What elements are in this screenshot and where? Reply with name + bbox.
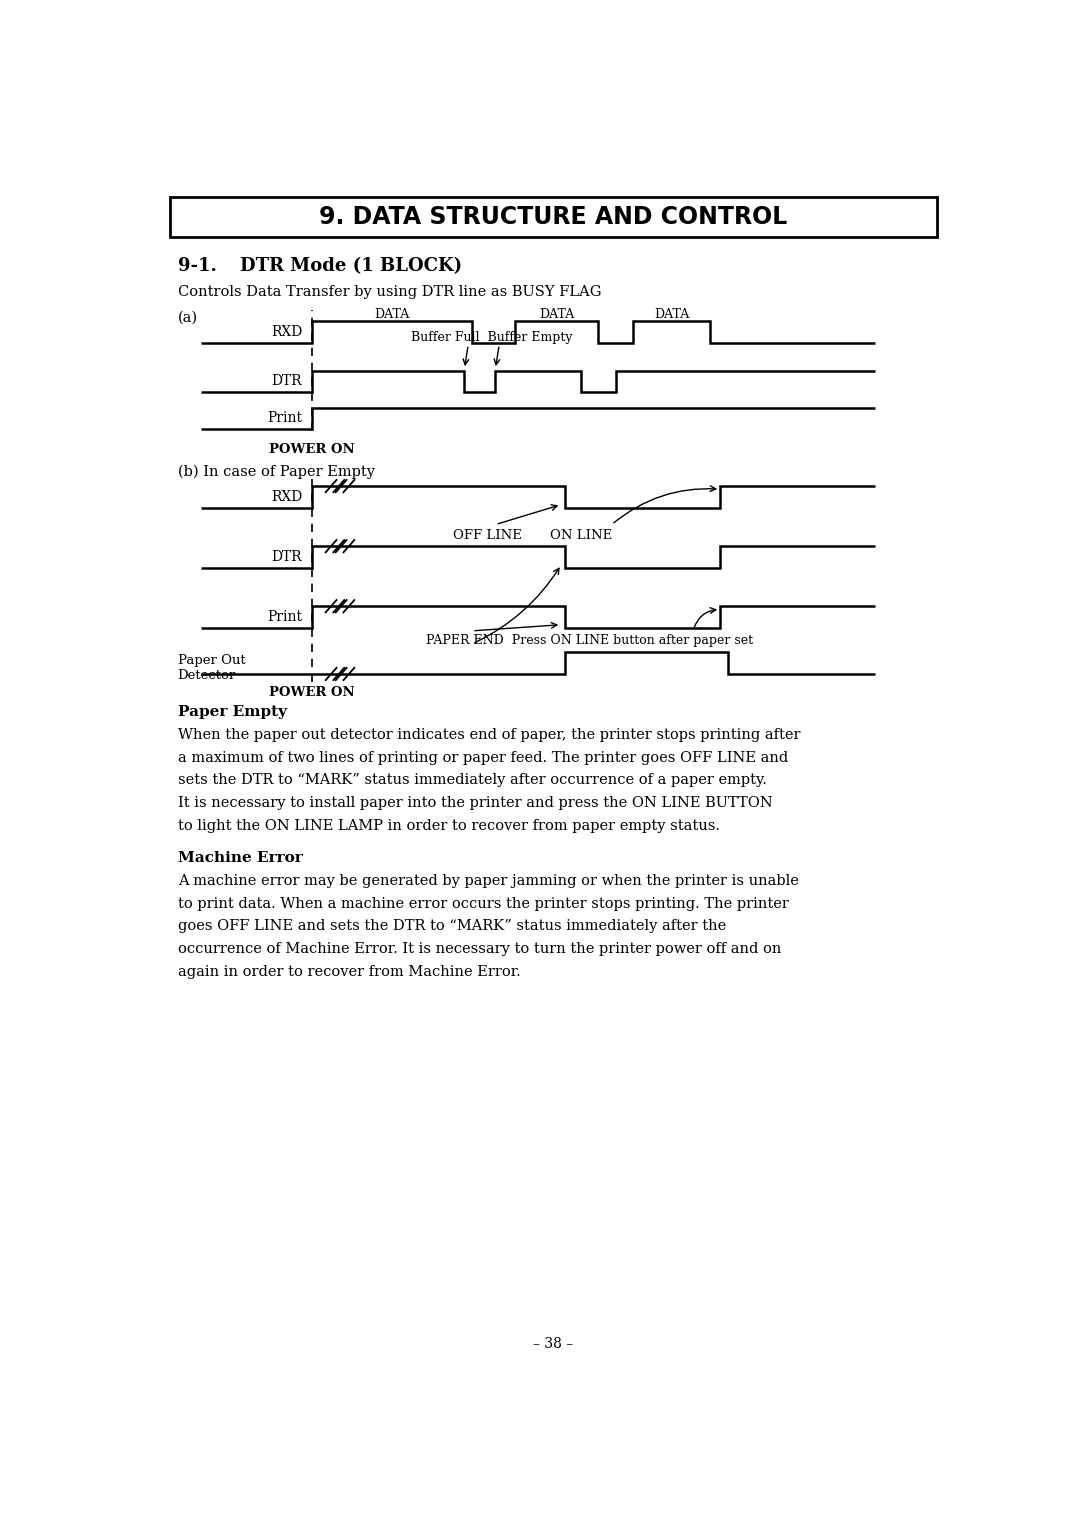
Text: Print: Print (268, 610, 302, 624)
Text: 9-1.: 9-1. (177, 257, 216, 275)
Text: A machine error may be generated by paper jamming or when the printer is unable: A machine error may be generated by pape… (177, 873, 798, 888)
Text: Controls Data Transfer by using DTR line as BUSY FLAG: Controls Data Transfer by using DTR line… (177, 284, 602, 300)
Text: Paper Empty: Paper Empty (177, 705, 286, 719)
Text: DATA: DATA (375, 307, 409, 321)
Text: When the paper out detector indicates end of paper, the printer stops printing a: When the paper out detector indicates en… (177, 728, 800, 742)
Text: 9. DATA STRUCTURE AND CONTROL: 9. DATA STRUCTURE AND CONTROL (320, 205, 787, 229)
Text: (b) In case of Paper Empty: (b) In case of Paper Empty (177, 465, 375, 479)
Text: DTR: DTR (272, 550, 302, 564)
Text: to light the ON LINE LAMP in order to recover from paper empty status.: to light the ON LINE LAMP in order to re… (177, 818, 719, 833)
Text: POWER ON: POWER ON (269, 443, 354, 456)
Text: POWER ON: POWER ON (269, 687, 354, 699)
Text: RXD: RXD (271, 326, 302, 339)
Text: Detector: Detector (177, 670, 235, 682)
Text: Paper Out: Paper Out (177, 653, 245, 667)
Text: occurrence of Machine Error. It is necessary to turn the printer power off and o: occurrence of Machine Error. It is neces… (177, 942, 781, 956)
Text: sets the DTR to “MARK” status immediately after occurrence of a paper empty.: sets the DTR to “MARK” status immediatel… (177, 774, 767, 787)
Text: RXD: RXD (271, 489, 302, 505)
FancyBboxPatch shape (170, 197, 937, 237)
Text: – 38 –: – 38 – (534, 1336, 573, 1350)
Text: Buffer Full  Buffer Empty: Buffer Full Buffer Empty (410, 330, 572, 344)
Text: again in order to recover from Machine Error.: again in order to recover from Machine E… (177, 965, 521, 979)
Text: DATA: DATA (539, 307, 575, 321)
Text: DTR Mode (1 BLOCK): DTR Mode (1 BLOCK) (240, 257, 462, 275)
Text: It is necessary to install paper into the printer and press the ON LINE BUTTON: It is necessary to install paper into th… (177, 797, 772, 810)
Text: DTR: DTR (272, 375, 302, 388)
Text: (a): (a) (177, 310, 198, 324)
Text: Machine Error: Machine Error (177, 850, 302, 865)
Text: goes OFF LINE and sets the DTR to “MARK” status immediately after the: goes OFF LINE and sets the DTR to “MARK”… (177, 919, 726, 933)
Text: to print data. When a machine error occurs the printer stops printing. The print: to print data. When a machine error occu… (177, 896, 788, 910)
Text: ON LINE: ON LINE (550, 529, 611, 541)
Text: PAPER END  Press ON LINE button after paper set: PAPER END Press ON LINE button after pap… (426, 633, 753, 647)
Text: a maximum of two lines of printing or paper feed. The printer goes OFF LINE and: a maximum of two lines of printing or pa… (177, 751, 788, 764)
Text: OFF LINE: OFF LINE (454, 529, 522, 541)
Text: Print: Print (268, 411, 302, 425)
Text: DATA: DATA (654, 307, 689, 321)
